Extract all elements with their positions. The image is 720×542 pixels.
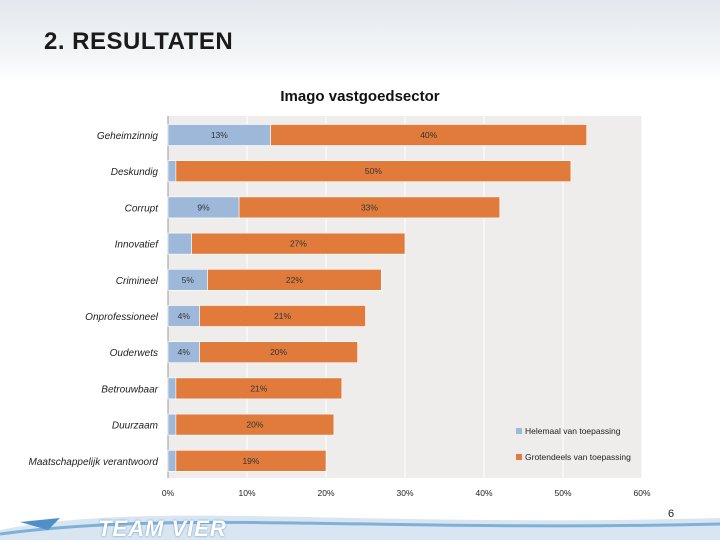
data-label: 20% — [246, 420, 263, 430]
bar-grotendeels — [199, 341, 358, 364]
bar-grotendeels — [175, 160, 572, 182]
bar-grotendeels — [207, 268, 382, 291]
x-tick-label: 0% — [162, 488, 175, 498]
bar-grotendeels — [270, 124, 588, 146]
bar-grotendeels — [175, 413, 335, 436]
bar-helemaal — [167, 160, 177, 182]
category-label: Maatschappelijk verantwoord — [28, 457, 158, 468]
category-label: Geheimzinnig — [97, 131, 159, 142]
slide-title: 2. RESULTATEN — [44, 28, 234, 55]
bar-grotendeels — [238, 196, 501, 219]
data-label: 4% — [178, 347, 191, 357]
bar-helemaal — [167, 449, 177, 472]
x-tick-label: 10% — [238, 488, 255, 498]
data-label: 33% — [361, 202, 378, 212]
bar-helemaal — [167, 377, 177, 400]
category-label: Deskundig — [111, 167, 159, 178]
x-tick-label: 30% — [396, 488, 413, 498]
legend-label: Helemaal van toepassing — [525, 426, 621, 436]
category-label: Ouderwets — [110, 348, 158, 359]
x-tick-label: 40% — [475, 488, 492, 498]
legend-swatch — [516, 428, 522, 434]
data-label: 21% — [274, 311, 291, 321]
footer-swoosh — [0, 515, 720, 540]
data-label: 20% — [270, 347, 287, 357]
category-label: Crimineel — [116, 276, 159, 287]
page-number: 6 — [668, 508, 675, 520]
data-label: 4% — [178, 311, 191, 321]
x-tick-label: 50% — [554, 488, 571, 498]
bar-grotendeels — [175, 449, 327, 472]
bar-helemaal — [167, 413, 177, 436]
team-vier-logo: TEAM VIER — [98, 516, 227, 541]
legend-swatch — [516, 454, 522, 460]
bar-helemaal — [167, 232, 193, 255]
x-tick-label: 20% — [317, 488, 334, 498]
category-label: Onprofessioneel — [85, 312, 159, 323]
data-label: 9% — [197, 202, 210, 212]
bar-grotendeels — [199, 305, 366, 327]
data-label: 13% — [211, 130, 228, 140]
bar-grotendeels — [191, 232, 406, 255]
data-label: 40% — [420, 130, 437, 140]
category-label: Duurzaam — [112, 421, 158, 432]
data-label: 27% — [290, 239, 307, 249]
bar-grotendeels — [175, 377, 343, 400]
legend-label: Grotendeels van toepassing — [525, 452, 631, 462]
data-label: 5% — [182, 275, 195, 285]
chart-title: Imago vastgoedsector — [280, 88, 440, 105]
data-label: 22% — [286, 275, 303, 285]
data-label: 21% — [250, 383, 267, 393]
category-label: Innovatief — [115, 240, 160, 251]
x-tick-label: 60% — [633, 488, 650, 498]
data-label: 50% — [365, 166, 382, 176]
data-label: 19% — [242, 456, 259, 466]
category-label: Betrouwbaar — [101, 384, 158, 395]
category-label: Corrupt — [125, 203, 160, 214]
header-band — [0, 0, 720, 82]
